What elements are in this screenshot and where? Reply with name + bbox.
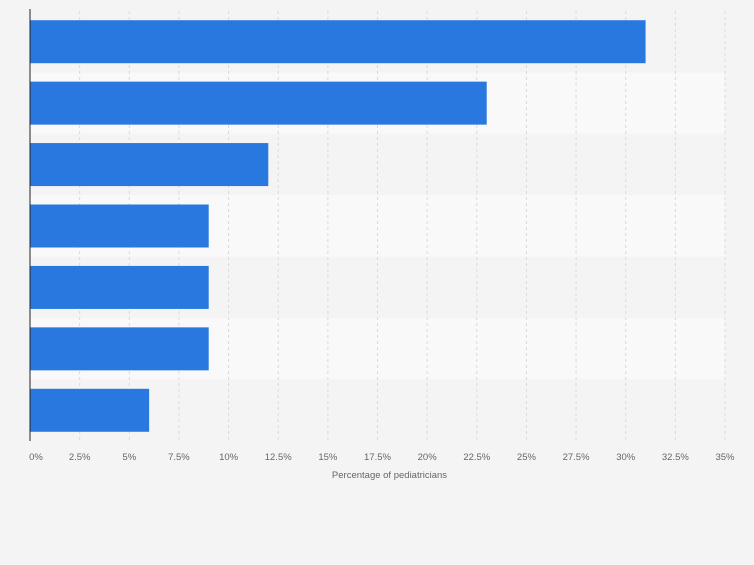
- x-tick-label: 12.5%: [265, 452, 292, 463]
- x-tick-label: 20%: [418, 452, 438, 463]
- x-tick-label: 10%: [219, 452, 239, 463]
- bar[interactable]: [30, 204, 209, 248]
- x-tick-label: 22.5%: [463, 452, 490, 463]
- x-axis-label: Percentage of pediatricians: [332, 470, 447, 481]
- bar[interactable]: [30, 20, 646, 64]
- x-axis-ticks: 0% 2.5% 5% 7.5% 10% 12.5% 15% 17.5% 20% 22.5% 25% 2…: [29, 452, 735, 463]
- bar[interactable]: [30, 81, 487, 125]
- bars: [30, 20, 646, 432]
- x-tick-label: 35%: [715, 452, 735, 463]
- bar[interactable]: [30, 265, 209, 309]
- x-tick-label: 7.5%: [168, 452, 190, 463]
- bar[interactable]: [30, 388, 150, 432]
- x-tick-label: 27.5%: [563, 452, 590, 463]
- x-tick-label: 32.5%: [662, 452, 689, 463]
- bar[interactable]: [30, 327, 209, 371]
- x-tick-label: 17.5%: [364, 452, 391, 463]
- x-tick-label: 15%: [318, 452, 338, 463]
- x-tick-label: 25%: [517, 452, 537, 463]
- x-tick-label: 5%: [122, 452, 136, 463]
- x-tick-label: 0%: [29, 452, 43, 463]
- x-tick-label: 30%: [616, 452, 636, 463]
- x-tick-label: 2.5%: [69, 452, 91, 463]
- bar[interactable]: [30, 143, 269, 187]
